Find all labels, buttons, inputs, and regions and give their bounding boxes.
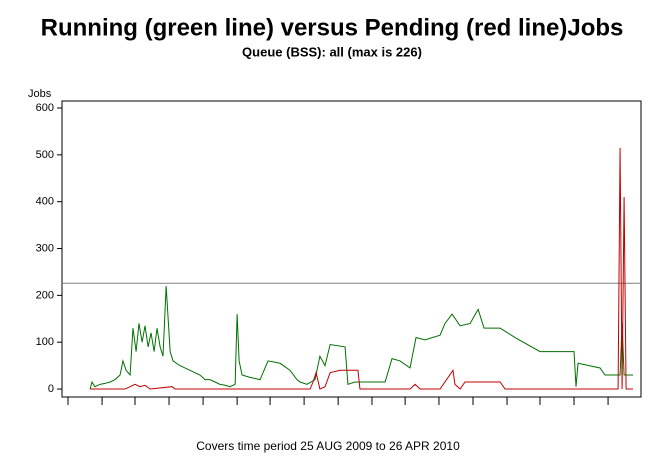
plot-frame bbox=[61, 100, 642, 398]
series-line bbox=[89, 285, 633, 390]
y-tick-label: 500 bbox=[36, 149, 54, 161]
y-tick-label: 0 bbox=[48, 383, 54, 395]
y-tick-label: 600 bbox=[36, 102, 54, 114]
y-axis-label: Jobs bbox=[28, 88, 52, 100]
series-line bbox=[90, 147, 633, 390]
footer: Covers time period 25 AUG 2009 to 26 APR… bbox=[196, 439, 460, 453]
y-tick-label: 400 bbox=[36, 196, 54, 208]
chart-title: Running (green line) versus Pending (red… bbox=[41, 14, 624, 41]
y-tick-label: 200 bbox=[36, 289, 54, 301]
chart-subtitle: Queue (BSS): all (max is 226) bbox=[242, 44, 422, 59]
y-tick-label: 300 bbox=[36, 242, 54, 254]
y-tick-label: 100 bbox=[36, 336, 54, 348]
